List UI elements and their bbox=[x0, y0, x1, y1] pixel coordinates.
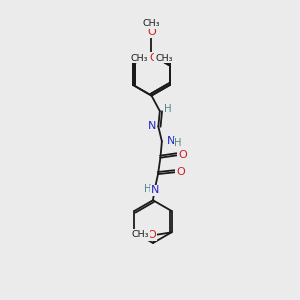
Text: CH₃: CH₃ bbox=[131, 230, 149, 239]
Text: H: H bbox=[144, 184, 152, 194]
Text: N: N bbox=[167, 136, 175, 146]
Text: O: O bbox=[145, 53, 154, 63]
Text: CH₃: CH₃ bbox=[155, 54, 172, 63]
Text: CH₃: CH₃ bbox=[130, 54, 148, 63]
Text: H: H bbox=[175, 138, 182, 148]
Text: O: O bbox=[176, 167, 185, 177]
Text: O: O bbox=[147, 27, 156, 37]
Text: O: O bbox=[147, 230, 156, 240]
Text: CH₃: CH₃ bbox=[143, 20, 160, 28]
Text: N: N bbox=[148, 121, 156, 131]
Text: N: N bbox=[151, 185, 159, 195]
Text: O: O bbox=[149, 53, 158, 63]
Text: H: H bbox=[164, 104, 172, 114]
Text: O: O bbox=[178, 150, 187, 160]
